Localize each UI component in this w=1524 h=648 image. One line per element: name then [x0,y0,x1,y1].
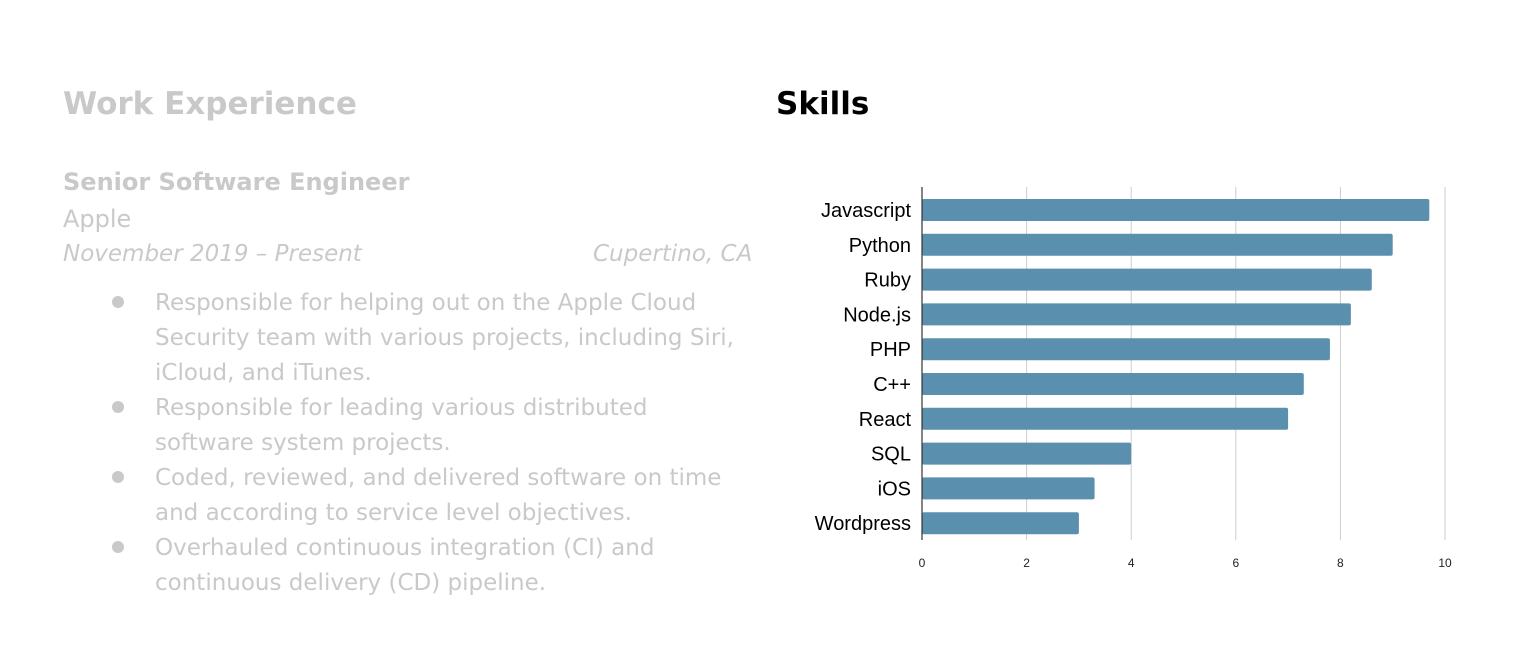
bar-ios [922,477,1095,500]
bar-sql [922,442,1132,465]
category-label: C++ [873,374,911,396]
bar-c- [922,373,1304,395]
bar-javascript [922,199,1430,221]
bullet-text: Responsible for helping out on the Apple… [155,290,734,386]
employment-dates: November 2019 – Present [63,241,362,267]
bullet-text: Overhauled continuous integration (CI) a… [155,535,655,596]
category-label: iOS [878,478,911,500]
job-title: Senior Software Engineer [63,168,410,196]
bullet-text: Responsible for leading various distribu… [155,395,648,456]
list-item: Coded, reviewed, and delivered software … [110,461,750,531]
bullet-icon [112,401,124,413]
category-label: Ruby [864,270,911,292]
list-item: Overhauled continuous integration (CI) a… [110,531,750,601]
category-label: Wordpress [815,513,911,535]
bar-php [922,338,1330,361]
job-location: Cupertino, CA [593,241,753,267]
x-tick-label: 10 [1438,556,1452,570]
bar-react [922,407,1289,430]
bar-python [922,233,1393,256]
skills-heading: Skills [776,86,870,122]
list-item: Responsible for leading various distribu… [110,391,750,461]
bullet-text: Coded, reviewed, and delivered software … [155,465,722,526]
list-item: Responsible for helping out on the Apple… [110,286,750,391]
work-experience-heading: Work Experience [63,86,357,122]
bar-wordpress [922,512,1079,535]
x-tick-label: 0 [919,556,926,570]
bar-node-js [922,303,1351,326]
x-tick-label: 4 [1128,556,1135,570]
x-tick-label: 2 [1023,556,1030,570]
company-name: Apple [63,205,132,233]
bullet-icon [112,471,124,483]
category-label: SQL [871,444,911,466]
bar-ruby [922,268,1372,291]
x-tick-label: 8 [1337,556,1344,570]
category-label: Javascript [821,200,911,222]
bullet-icon [112,541,124,553]
category-label: PHP [870,339,911,361]
category-label: Node.js [843,304,911,326]
x-tick-label: 6 [1232,556,1239,570]
category-label: Python [849,235,911,257]
responsibilities-list: Responsible for helping out on the Apple… [110,286,750,601]
category-label: React [859,409,912,431]
bullet-icon [112,296,124,308]
